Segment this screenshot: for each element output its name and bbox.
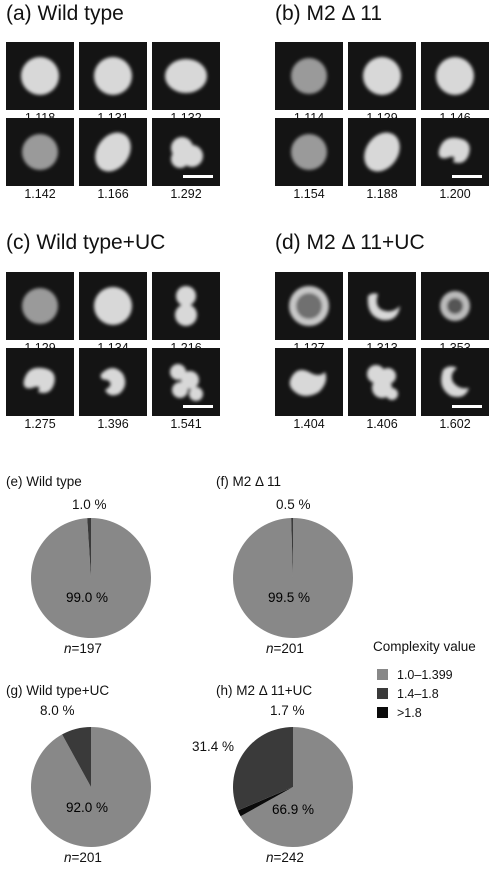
complexity-value-caption: 1.275 (24, 417, 56, 431)
legend-swatch-mid (377, 688, 388, 699)
micrograph-image (348, 348, 416, 416)
micrograph-image (152, 42, 220, 110)
pie-g-n-label: n=201 (64, 850, 102, 865)
micrograph-image (6, 42, 74, 110)
scale-bar (452, 175, 482, 178)
pie-f-title: (f) M2 Δ 11 (216, 474, 282, 489)
pie-f-main-label: 99.5 % (268, 590, 311, 605)
pie-slice-1-4-1-8 (232, 727, 293, 811)
pie-slice-1-0-1-399 (31, 727, 152, 847)
pie-chart-h (232, 727, 353, 847)
legend-item-mid: 1.4–1.8 (377, 687, 439, 701)
panel-d-title: (d) M2 Δ 11+UC (275, 231, 425, 254)
pie-g-main-label: 92.0 % (66, 800, 109, 815)
pie-h-title: (h) M2 Δ 11+UC (216, 683, 313, 698)
complexity-value-caption: 1.166 (97, 187, 129, 201)
complexity-value-caption: 1.396 (97, 417, 129, 431)
micrograph-image (275, 118, 343, 186)
micrograph-image (79, 118, 147, 186)
legend-swatch-low (377, 669, 388, 680)
pie-e-minor-label: 1.0 % (72, 497, 107, 512)
complexity-value-caption: 1.541 (170, 417, 202, 431)
micrograph-image (6, 272, 74, 340)
legend-title: Complexity value (373, 639, 476, 654)
pie-slice--1-8 (237, 787, 293, 817)
complexity-value-caption: 1.406 (366, 417, 398, 431)
micrograph-image (275, 272, 343, 340)
complexity-value-caption: 1.188 (366, 187, 398, 201)
complexity-value-caption: 1.404 (293, 417, 325, 431)
complexity-value-caption: 1.292 (170, 187, 202, 201)
pie-slice-1-4-1-8 (87, 518, 91, 578)
micrograph-image (79, 348, 147, 416)
complexity-value-caption: 1.200 (439, 187, 471, 201)
scale-bar (452, 405, 482, 408)
micrograph-image (348, 42, 416, 110)
pie-g-title: (g) Wild type+UC (6, 683, 110, 698)
panel-b-title: (b) M2 Δ 11 (275, 2, 383, 25)
legend-item-high: >1.8 (377, 706, 422, 720)
pie-f-n-label: n=201 (266, 641, 304, 656)
pie-slice-1-4-1-8 (62, 727, 91, 787)
pie-h-main-label: 66.9 % (272, 802, 315, 817)
micrograph-image (6, 118, 74, 186)
micrograph-image (421, 118, 489, 186)
micrograph-image (275, 348, 343, 416)
legend-item-low: 1.0–1.399 (377, 668, 453, 682)
micrograph-image (421, 42, 489, 110)
micrograph-image (79, 272, 147, 340)
micrograph-image (348, 272, 416, 340)
legend-swatch-high (377, 707, 388, 718)
panel-a-title: (a) Wild type (6, 2, 124, 25)
pie-e-title: (e) Wild type (6, 474, 82, 489)
pie-f-minor-label: 0.5 % (276, 497, 311, 512)
micrograph-image (152, 118, 220, 186)
pie-g-minor-label: 8.0 % (40, 703, 75, 718)
scale-bar (183, 175, 213, 178)
pie-e-n-label: n=197 (64, 641, 102, 656)
pie-h-n-label: n=242 (266, 850, 304, 865)
pie-chart-f (233, 518, 353, 638)
pie-slice-1-4-1-8 (291, 518, 293, 578)
complexity-value-caption: 1.154 (293, 187, 325, 201)
complexity-value-caption: 1.142 (24, 187, 56, 201)
micrograph-image (152, 272, 220, 340)
pie-h-minor-label: 31.4 % (192, 739, 235, 754)
pie-chart-e (30, 518, 151, 638)
micrograph-image (275, 42, 343, 110)
complexity-value-caption: 1.602 (439, 417, 471, 431)
micrograph-image (421, 272, 489, 340)
micrograph-image (348, 118, 416, 186)
pie-e-main-label: 99.0 % (66, 590, 109, 605)
micrograph-image (421, 348, 489, 416)
pie-h-extra-label: 1.7 % (270, 703, 305, 718)
panel-c-title: (c) Wild type+UC (6, 231, 166, 254)
scale-bar (183, 405, 213, 408)
pie-chart-g (31, 727, 152, 847)
micrograph-image (6, 348, 74, 416)
micrograph-image (152, 348, 220, 416)
micrograph-image (79, 42, 147, 110)
pie-slice-1-0-1-399 (240, 727, 353, 847)
